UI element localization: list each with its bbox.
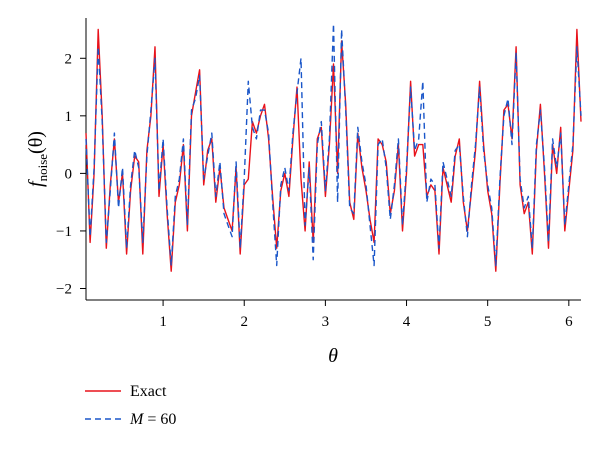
x-tick-label-5: 5: [484, 314, 492, 330]
x-tick-label-3: 3: [322, 314, 330, 330]
legend-label-m60: M = 60: [129, 411, 176, 428]
y-tick-label--2: −2: [56, 281, 72, 297]
y-axis-label-sub: noise: [35, 154, 50, 182]
y-ticks: −2 −1 0 1 2: [56, 51, 86, 297]
x-tick-label-1: 1: [159, 314, 167, 330]
x-tick-label-4: 4: [403, 314, 411, 330]
y-tick-label-0: 0: [65, 166, 73, 182]
legend-label-m60-rest: = 60: [143, 411, 176, 428]
x-ticks: 1 2 3 4 5 6: [159, 300, 573, 330]
y-tick-label-1: 1: [65, 109, 73, 125]
y-axis-label-main: f: [25, 179, 47, 187]
legend: Exact M = 60: [85, 383, 176, 428]
legend-label-m60-var: M: [129, 411, 145, 428]
legend-label-exact: Exact: [130, 383, 167, 400]
y-axis-label: fnoise(θ): [25, 131, 50, 187]
x-tick-label-2: 2: [240, 314, 248, 330]
y-tick-label-2: 2: [65, 51, 73, 67]
y-tick-label--1: −1: [56, 224, 72, 240]
series-line-exact: [85, 28, 582, 272]
series-line-m60: [85, 23, 582, 267]
x-tick-label-6: 6: [565, 314, 573, 330]
series-layer: [85, 23, 582, 272]
x-axis-label: θ: [328, 345, 338, 367]
y-axis-label-arg: (θ): [25, 131, 47, 154]
